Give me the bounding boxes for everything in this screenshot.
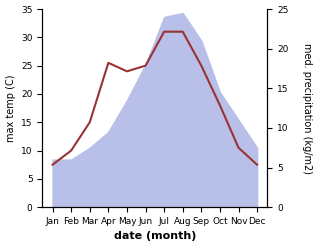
Y-axis label: max temp (C): max temp (C): [5, 74, 16, 142]
Y-axis label: med. precipitation (kg/m2): med. precipitation (kg/m2): [302, 43, 313, 174]
X-axis label: date (month): date (month): [114, 231, 196, 242]
